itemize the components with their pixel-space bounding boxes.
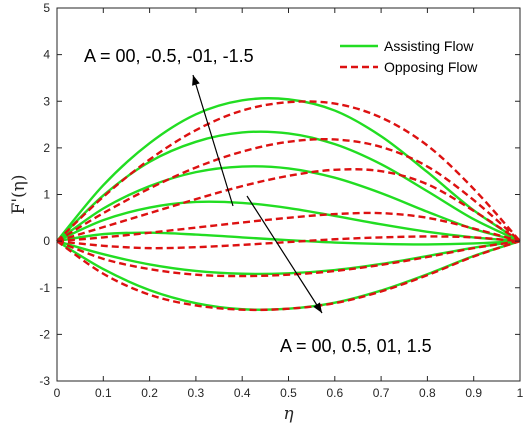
x-tick-label: 0.9 [465,386,482,400]
legend-label: Assisting Flow [384,38,474,54]
opposing-series-line [56,168,521,243]
assisting-series-line [56,165,521,243]
opposing-series-line [56,100,521,242]
ticks-layer: 0 0.1 0.2 0.3 0.4 0.5 0.6 0.7 0.8 0.9 1 -3 -2 -1 0 1 2 3 4… [39,1,523,400]
y-tick-label: -1 [39,281,50,295]
y-tick-label: 5 [43,1,50,15]
opposing-series-line [56,235,521,250]
series-layer [56,97,521,312]
opposing-series-line [56,138,521,243]
arrows-layer [192,74,323,314]
opposing-series-line [56,239,521,312]
assisting-series-line [56,97,521,243]
y-tick-label: 0 [43,234,50,248]
x-tick-label: 0.6 [326,386,343,400]
x-tick-label: 0.4 [234,386,251,400]
annotation-arrowhead [192,75,200,86]
x-tick-label: 0.3 [188,386,205,400]
opposing-series-line [56,211,521,243]
y-tick-label: -2 [39,327,50,341]
legend: Assisting Flow Opposing Flow [336,33,512,81]
opposing-series-line [56,239,521,278]
x-tick-label: 0 [54,386,61,400]
x-tick-label: 0.7 [373,386,390,400]
assisting-series-line [56,200,521,243]
assisting-series-line [56,231,521,246]
annotation-arrowhead [313,302,322,313]
y-tick-label: 1 [43,188,50,202]
annotation-lower: A = 00, 0.5, 01, 1.5 [280,336,432,356]
x-tick-label: 0.1 [95,386,112,400]
y-tick-label: -3 [39,374,50,388]
y-tick-label: 2 [43,141,50,155]
legend-label: Opposing Flow [384,59,478,75]
x-tick-label: 1 [517,386,524,400]
annotation-upper: A = 00, -0.5, -01, -1.5 [84,46,254,66]
annotation-arrow [192,74,234,207]
x-tick-label: 0.2 [141,386,158,400]
annotation-arrow [246,195,323,314]
y-tick-label: 3 [43,94,50,108]
legend-box [336,33,512,81]
x-tick-label: 0.5 [280,386,297,400]
y-axis-label: F'(η) [9,175,29,215]
x-axis-label: η [283,404,294,424]
y-tick-label: 4 [43,48,50,62]
x-tick-label: 0.8 [419,386,436,400]
